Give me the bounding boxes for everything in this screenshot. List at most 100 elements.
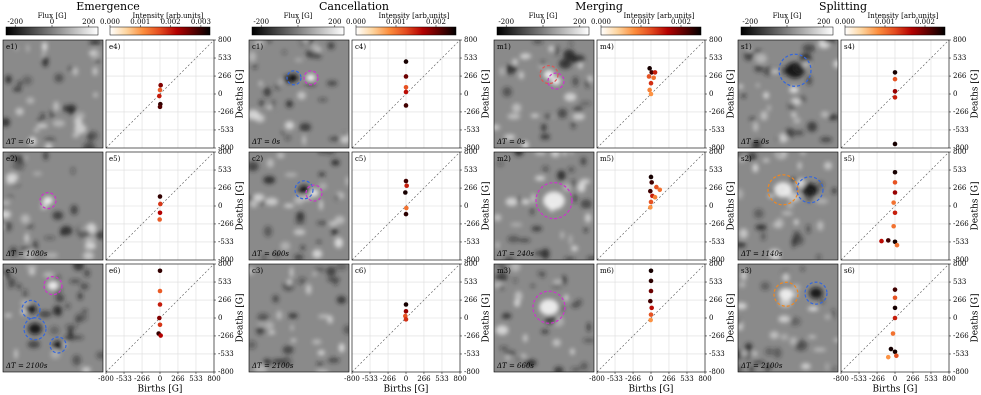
flux-blob [754, 49, 763, 53]
persistence-point [648, 188, 653, 194]
colorbar-tick-label: 0.001 [130, 18, 150, 26]
flux-blob [85, 236, 92, 244]
flux-blob [769, 331, 779, 340]
flux-blob [503, 350, 516, 356]
y-tick-label: 533 [464, 278, 477, 286]
flux-blob [4, 221, 12, 232]
flux-blob [265, 197, 279, 206]
y-axis-label: Deaths [G] [236, 181, 246, 230]
persistence-point [404, 205, 409, 211]
colorbar-tick-label: 200 [328, 18, 341, 26]
y-tick-label: 800 [218, 36, 231, 44]
flux-blob [587, 322, 591, 332]
flux-blob [77, 229, 91, 239]
flux-blob [816, 254, 822, 260]
flux-blob [504, 257, 515, 260]
flux-blob [494, 124, 501, 130]
flux-blob [290, 324, 294, 331]
flux-colorbar-label: Flux [G] [284, 12, 313, 20]
flux-blob [773, 347, 782, 359]
flux-colorbar-label: Flux [G] [529, 12, 558, 20]
flux-blob [318, 172, 326, 177]
flux-blob [763, 66, 773, 76]
y-tick-label: -533 [953, 350, 969, 358]
persistence-point [892, 305, 898, 311]
flux-blob [820, 111, 829, 118]
flux-blob [562, 152, 568, 156]
persistence-point [892, 180, 898, 185]
flux-blob [522, 141, 529, 148]
y-axis-label: Deaths [G] [236, 69, 246, 118]
x-tick-label: 266 [171, 375, 185, 383]
flux-blob [300, 245, 305, 251]
flux-blob [60, 230, 65, 236]
flux-blob [293, 229, 306, 236]
flux-blob [316, 221, 328, 225]
flux-blob [72, 264, 85, 271]
panel-label: m3) [497, 267, 511, 275]
y-tick-label: -266 [218, 220, 234, 228]
flux-blob [280, 241, 291, 251]
flux-blob [552, 338, 561, 347]
magnetogram-texture [3, 264, 103, 372]
flux-blob [768, 248, 781, 259]
persistence-point [888, 346, 894, 352]
flux-blob [317, 152, 327, 154]
flux-blob [523, 334, 528, 343]
flux-blob [4, 313, 12, 318]
panel-label: c5) [355, 155, 366, 163]
flux-blob [28, 136, 37, 146]
y-tick-label: -266 [709, 220, 725, 228]
column-title: Splitting [819, 0, 867, 13]
flux-blob [518, 238, 531, 242]
panel-label: c1) [252, 43, 263, 51]
flux-blob [570, 121, 576, 129]
y-tick-label: 0 [709, 90, 713, 98]
highlight-circle [303, 70, 319, 86]
flux-blob [276, 152, 285, 159]
x-tick-label: 266 [906, 375, 920, 383]
flux-blob [561, 275, 567, 285]
flux-blob [569, 179, 579, 188]
persistence-point [654, 184, 659, 190]
flux-blob [832, 187, 837, 195]
y-tick-label: -266 [709, 108, 725, 116]
x-tick-label: 533 [924, 375, 937, 383]
magnetogram-texture [738, 152, 837, 260]
flux-blob [65, 324, 78, 330]
flux-blob [743, 51, 754, 61]
flux-blob [26, 97, 35, 104]
y-tick-label: 266 [709, 72, 723, 80]
flux-blob [514, 152, 524, 157]
panel-label: e2) [6, 155, 18, 163]
flux-blob [263, 329, 271, 334]
flux-blob [281, 356, 292, 367]
magnetogram-texture [494, 40, 593, 148]
flux-blob [314, 267, 326, 272]
flux-blob [25, 265, 38, 270]
flux-blob [93, 230, 103, 240]
flux-blob [518, 71, 524, 80]
flux-blob [496, 241, 500, 249]
flux-blob [249, 161, 259, 172]
flux-blob [317, 349, 325, 356]
persistence-point [158, 333, 163, 338]
flux-blob [326, 80, 338, 87]
time-label: ΔT = 2100s [5, 362, 48, 370]
y-tick-label: -266 [953, 108, 969, 116]
flux-blob [828, 367, 838, 371]
y-tick-label: -533 [218, 350, 234, 358]
persistence-point [158, 82, 163, 88]
flux-blob [792, 234, 804, 246]
flux-blob [314, 52, 322, 60]
highlight-circle [539, 64, 559, 85]
persistence-point [648, 80, 654, 86]
flux-blob [541, 329, 549, 334]
y-tick-label: -533 [218, 238, 234, 246]
y-tick-label: 0 [218, 202, 222, 210]
persistence-point [652, 70, 658, 75]
flux-blob [782, 272, 790, 282]
colorbar-tick-label: 0.001 [386, 18, 406, 26]
flux-blob [73, 117, 83, 126]
persistence-point [649, 305, 654, 311]
